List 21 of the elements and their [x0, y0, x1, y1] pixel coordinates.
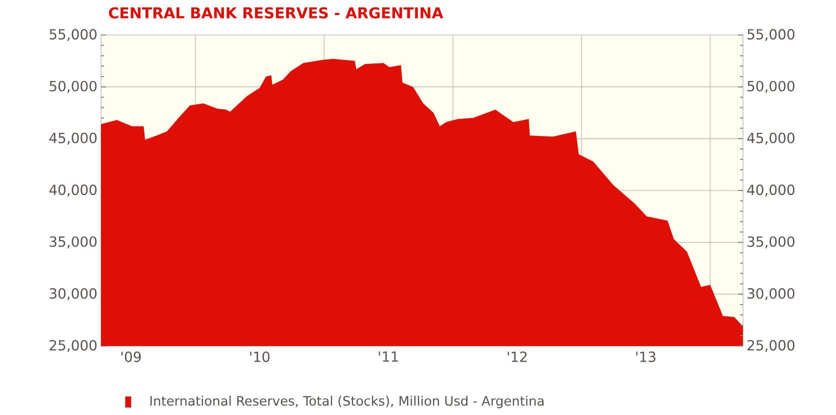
y-tick-label: 45,000 [49, 132, 97, 145]
y-tick-label: 55,000 [50, 29, 97, 41]
y-tick-label: 40,000 [49, 184, 97, 196]
y-tick-label: 25,000 [50, 340, 97, 352]
chart-title: CENTRAL BANK RESERVES - ARGENTINA [108, 7, 444, 19]
y2-tick-label: 50,000 [748, 80, 794, 93]
x-tick-label: '09 [122, 352, 141, 362]
y2-tick-label: 35,000 [748, 236, 794, 248]
y2-tick-label: 45,000 [747, 132, 794, 145]
x-tick-label: '11 [378, 352, 398, 362]
legend-label: International Reserves, Total (Stocks), Million Usd - Argentina [150, 396, 544, 408]
y2-tick-label: 25,000 [748, 340, 794, 352]
x-tick-label: '12 [508, 352, 527, 362]
y2-tick-label: 30,000 [748, 288, 794, 300]
x-tick-label: '10 [250, 352, 270, 362]
y-tick-label: 50,000 [50, 80, 97, 93]
y-tick-label: 30,000 [50, 288, 97, 300]
y2-tick-label: 55,000 [748, 29, 794, 41]
y-tick-label: 35,000 [50, 236, 97, 248]
x-tick-label: '13 [636, 352, 656, 362]
y2-tick-label: 40,000 [747, 184, 794, 196]
